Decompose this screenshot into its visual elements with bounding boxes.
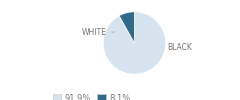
- Text: BLACK: BLACK: [162, 43, 192, 52]
- Legend: 91.9%, 8.1%: 91.9%, 8.1%: [53, 94, 130, 100]
- Text: WHITE: WHITE: [81, 28, 114, 37]
- Wedge shape: [119, 12, 134, 43]
- Wedge shape: [103, 12, 166, 74]
